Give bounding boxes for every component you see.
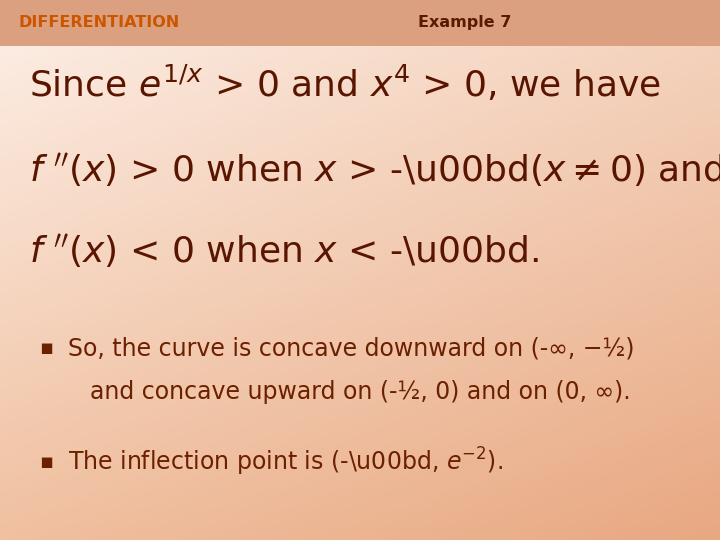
Text: and concave upward on (-½, 0) and on (0, ∞).: and concave upward on (-½, 0) and on (0,… — [90, 380, 631, 403]
Text: Since $e^{1/x}$ > 0 and $x^4$ > 0, we have: Since $e^{1/x}$ > 0 and $x^4$ > 0, we ha… — [29, 64, 661, 104]
Text: ▪: ▪ — [40, 451, 54, 472]
Text: ▪: ▪ — [40, 338, 54, 359]
Text: $f$ $''$$(x)$ < 0 when $x$ < -\u00bd.: $f$ $''$$(x)$ < 0 when $x$ < -\u00bd. — [29, 232, 539, 270]
Text: So, the curve is concave downward on (-∞, −½): So, the curve is concave downward on (-∞… — [68, 336, 635, 360]
Text: $f$ $''$$(x)$ > 0 when $x$ > -\u00bd$(x \neq 0)$ and: $f$ $''$$(x)$ > 0 when $x$ > -\u00bd$(x … — [29, 151, 720, 189]
FancyBboxPatch shape — [0, 0, 720, 46]
Text: Example 7: Example 7 — [418, 16, 511, 30]
Text: The inflection point is (-\u00bd, $e^{-2}$).: The inflection point is (-\u00bd, $e^{-2… — [68, 446, 503, 478]
Text: DIFFERENTIATION: DIFFERENTIATION — [18, 16, 179, 30]
